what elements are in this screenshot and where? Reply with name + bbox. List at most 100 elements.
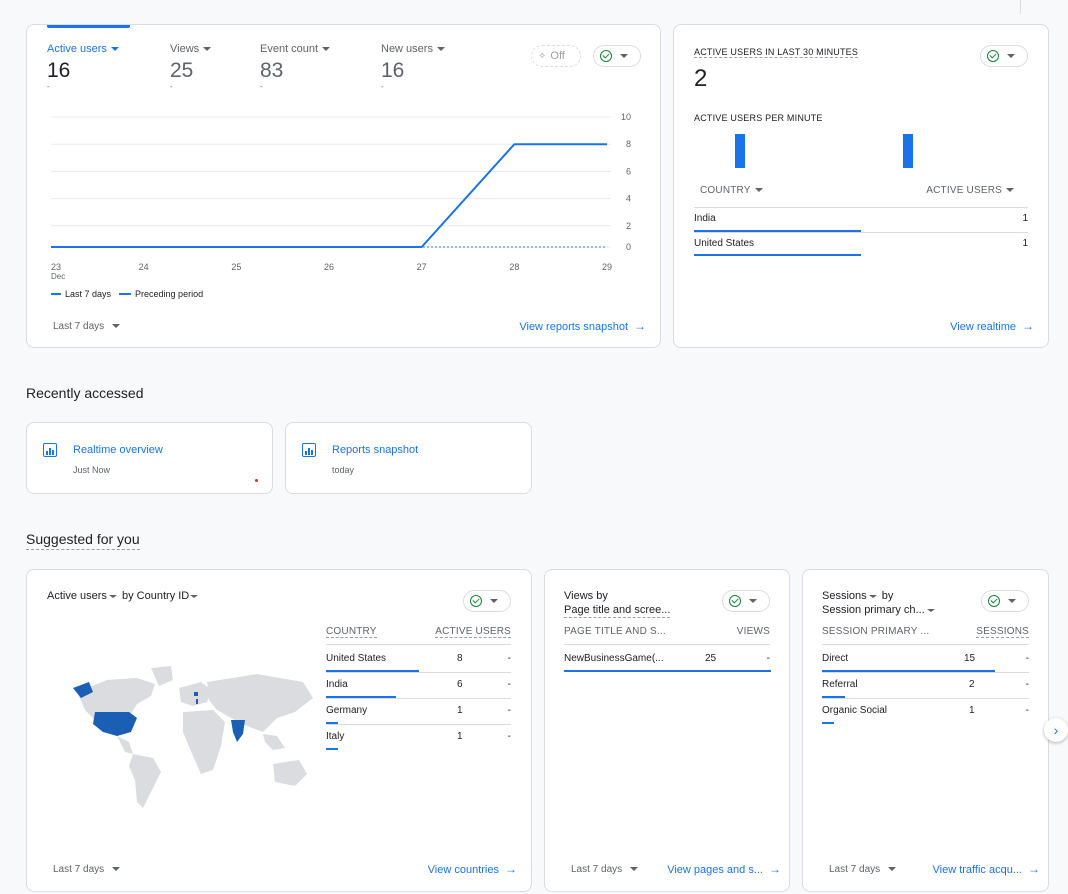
metric-selector[interactable]: Sessions xyxy=(822,590,867,602)
chevron-down-icon xyxy=(436,47,445,52)
off-label: Off xyxy=(550,50,565,62)
chevron-right-icon: › xyxy=(1053,722,1059,738)
arrow-right-icon: → xyxy=(1022,319,1034,333)
x-tick-label: 29 xyxy=(602,262,612,272)
y-tick-label: 0 xyxy=(626,242,631,252)
col-active-users[interactable]: ACTIVE USERS xyxy=(435,626,511,638)
legend-current: Last 7 days xyxy=(65,289,112,299)
legend-previous: Preceding period xyxy=(135,289,204,299)
row-dash: - xyxy=(507,705,511,716)
anomaly-toggle-button[interactable]: ✧ Off xyxy=(531,45,581,67)
dimension-selector[interactable]: Country ID xyxy=(136,590,190,602)
compare-button[interactable] xyxy=(980,45,1028,67)
col-sessions[interactable]: SESSIONS xyxy=(976,626,1029,638)
y-tick-label: 6 xyxy=(626,166,631,176)
col-active-users[interactable]: ACTIVE USERS xyxy=(926,185,1014,196)
row-country: India xyxy=(694,213,716,224)
dimension-selector[interactable]: Page title and scree... xyxy=(564,604,671,618)
divider xyxy=(326,672,511,673)
date-range-select[interactable]: Last 7 days xyxy=(53,321,121,332)
compare-button[interactable] xyxy=(593,45,641,67)
carousel-next-button[interactable]: › xyxy=(1044,718,1068,742)
metric-selector[interactable]: Active users xyxy=(47,590,107,602)
col-views[interactable]: VIEWS xyxy=(736,626,770,637)
metric-change: - xyxy=(47,82,50,91)
chevron-down-icon xyxy=(112,867,121,872)
row-name: India xyxy=(326,679,348,690)
chevron-down-icon xyxy=(108,594,117,598)
recent-item-title: Reports snapshot xyxy=(332,444,419,456)
card-title: Views by Page title and scree... xyxy=(564,589,671,618)
arrow-right-icon: → xyxy=(505,862,517,876)
map-alaska xyxy=(73,682,93,698)
overview-card: Active users 16 - Views 25 - Event count… xyxy=(26,24,661,348)
link-label: View traffic acqu... xyxy=(932,864,1022,876)
metric-label: Active users xyxy=(47,43,107,55)
recent-item-reports-snapshot[interactable]: Reports snapshot today xyxy=(285,422,532,494)
row-value: 2 xyxy=(969,679,975,690)
x-tick-label: 23 xyxy=(51,262,61,272)
divider xyxy=(694,232,1028,233)
world-map xyxy=(73,666,313,808)
date-range-label: Last 7 days xyxy=(571,864,623,875)
report-chart-icon xyxy=(302,443,316,457)
col-channel[interactable]: SESSION PRIMARY ... xyxy=(822,626,930,637)
report-chart-icon xyxy=(43,443,57,457)
row-value: 15 xyxy=(964,653,976,664)
dimension-selector[interactable]: Session primary ch... xyxy=(822,604,925,616)
row-users: 1 xyxy=(1022,213,1028,224)
y-tick-label: 2 xyxy=(626,221,631,231)
row-dash: - xyxy=(507,731,511,742)
compare-button[interactable] xyxy=(981,590,1029,612)
chart-legend: Last 7 days Preceding period xyxy=(51,289,203,299)
view-countries-link[interactable]: View countries → xyxy=(428,862,517,876)
link-label: View pages and s... xyxy=(667,864,763,876)
per-minute-label: ACTIVE USERS PER MINUTE xyxy=(694,113,823,123)
date-range-select[interactable]: Last 7 days xyxy=(829,864,897,875)
sparkle-icon: ✧ xyxy=(538,50,547,62)
line-chart: 10 8 6 4 2 0 23 24 25 26 27 28 29 Dec xyxy=(51,112,631,281)
date-range-select[interactable]: Last 7 days xyxy=(571,864,639,875)
row-bar xyxy=(694,230,861,232)
country-card: Active users by Country ID COUNTRY ACTIV… xyxy=(26,569,532,892)
metric-change: - xyxy=(381,82,384,91)
metric-tab-event-count[interactable]: Event count 83 - xyxy=(260,43,360,91)
map-asia xyxy=(207,674,313,732)
compare-button[interactable] xyxy=(463,590,511,612)
metric-tab-new-users[interactable]: New users 16 - xyxy=(381,43,481,91)
view-realtime-link[interactable]: View realtime → xyxy=(950,319,1034,333)
per-minute-bar xyxy=(903,134,913,168)
row-bar xyxy=(694,254,861,256)
row-bar xyxy=(326,696,396,698)
recent-item-realtime[interactable]: Realtime overview Just Now xyxy=(26,422,273,494)
view-pages-link[interactable]: View pages and s... → xyxy=(667,862,781,876)
y-tick-label: 10 xyxy=(621,112,631,122)
chevron-down-icon xyxy=(1008,599,1016,603)
map-usa xyxy=(93,712,137,736)
date-range-select[interactable]: Last 7 days xyxy=(53,864,121,875)
pages-card: Views by Page title and scree... PAGE TI… xyxy=(544,569,790,892)
card-title: Sessions by Session primary ch... xyxy=(822,589,935,617)
chevron-down-icon xyxy=(190,594,199,598)
divider xyxy=(326,724,511,725)
col-country[interactable]: COUNTRY xyxy=(700,185,763,196)
title-metric[interactable]: Views by xyxy=(564,590,608,602)
col-country[interactable]: COUNTRY xyxy=(326,626,377,638)
view-reports-snapshot-link[interactable]: View reports snapshot → xyxy=(519,319,646,333)
map-india xyxy=(231,720,245,742)
chevron-down-icon xyxy=(490,599,498,603)
recent-item-time: Just Now xyxy=(73,465,111,475)
check-circle-icon xyxy=(600,50,612,62)
date-range-label: Last 7 days xyxy=(53,321,105,332)
metric-tab-active-users[interactable]: Active users 16 - xyxy=(47,43,157,91)
compare-button[interactable] xyxy=(722,590,770,612)
divider xyxy=(326,644,511,645)
col-page-title[interactable]: PAGE TITLE AND S... xyxy=(564,626,666,637)
arrow-right-icon: → xyxy=(1028,862,1040,876)
map-central-america xyxy=(117,736,133,754)
view-traffic-link[interactable]: View traffic acqu... → xyxy=(933,862,1040,876)
row-value: 6 xyxy=(457,679,463,690)
divider xyxy=(564,644,770,645)
metric-tab-views[interactable]: Views 25 - xyxy=(170,43,250,91)
chevron-down-icon xyxy=(322,47,331,52)
